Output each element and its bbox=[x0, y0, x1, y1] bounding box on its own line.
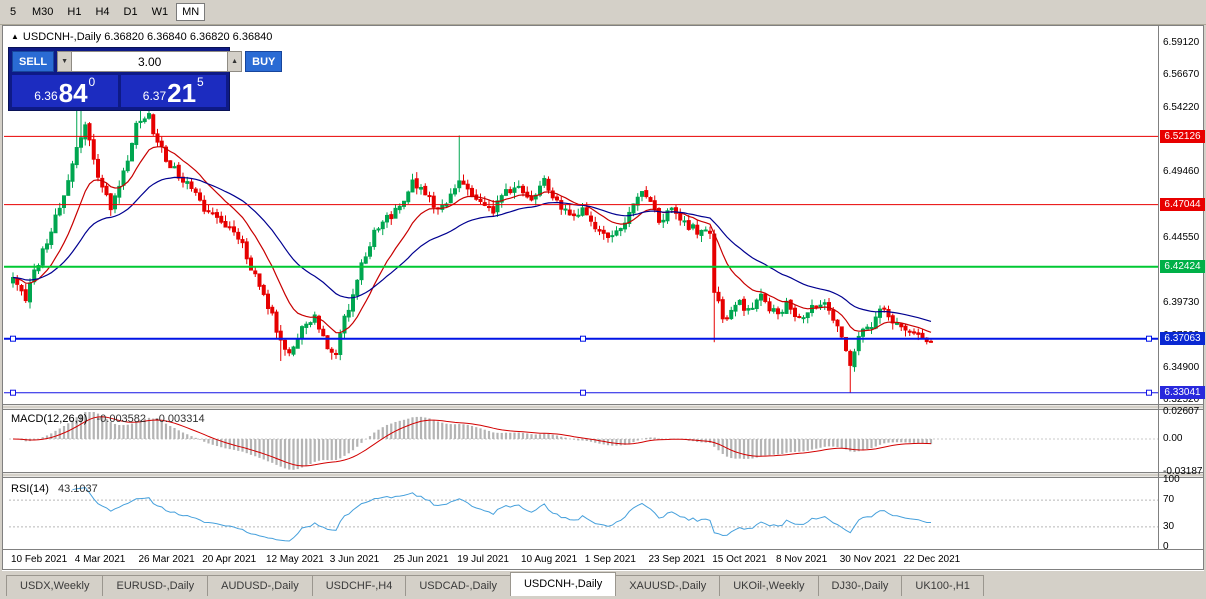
line-handle[interactable] bbox=[580, 335, 586, 342]
price-badge-6.33041: 6.33041 bbox=[1160, 386, 1205, 400]
price-axis-label: 6.44550 bbox=[1163, 232, 1200, 244]
date-label[interactable]: 20 Apr 2021 bbox=[202, 554, 257, 565]
ma-slow-line[interactable] bbox=[12, 176, 932, 322]
chart-tab-bar: USDX,Weekly EURUSD-,Daily AUDUSD-,Daily USD… bbox=[2, 570, 1204, 596]
timeframe-button-d1[interactable]: D1 bbox=[117, 3, 144, 21]
rsi-axis-label: 70 bbox=[1163, 494, 1175, 506]
buy-price-base: 6.37 bbox=[142, 89, 167, 103]
rsi-axis-label: 30 bbox=[1163, 520, 1175, 532]
buy-price-point: 5 bbox=[197, 75, 204, 89]
tab-xauusd-daily[interactable]: XAUUSD-,Daily bbox=[615, 575, 721, 596]
tab-usdchf-h4[interactable]: USDCHF-,H4 bbox=[311, 575, 407, 596]
chart-title-text: USDCNH-,Daily 6.36820 6.36840 6.36820 6.… bbox=[22, 31, 273, 43]
date-label[interactable]: 10 Feb 2021 bbox=[11, 554, 68, 565]
timeframe-button-m30[interactable]: M30 bbox=[26, 3, 60, 21]
date-label[interactable]: 12 May 2021 bbox=[266, 554, 324, 565]
timeframe-toolbar: 5 M30 H1 H4 D1 W1 MN bbox=[0, 0, 1206, 25]
line-handle[interactable] bbox=[10, 389, 16, 396]
volume-decrease-button[interactable]: ▼ bbox=[57, 51, 73, 72]
price-badge-6.37063: 6.37063 bbox=[1160, 332, 1205, 346]
tab-eurusd-daily[interactable]: EURUSD-,Daily bbox=[102, 575, 209, 596]
sell-price-base: 6.36 bbox=[34, 89, 58, 103]
line-handle[interactable] bbox=[10, 335, 16, 342]
price-axis-label: 6.34900 bbox=[1163, 361, 1200, 373]
rsi-label: RSI(14) bbox=[11, 483, 49, 495]
one-click-trade-panel: SELL ▼ ▲ BUY 6.36 84 0 6.37 21 5 bbox=[8, 47, 283, 111]
line-handle[interactable] bbox=[1146, 335, 1152, 342]
trade-panel-buttons-row: SELL ▼ ▲ BUY bbox=[12, 51, 283, 72]
collapse-arrow-icon[interactable]: ▲ bbox=[11, 32, 19, 41]
buy-price-pips: 21 bbox=[167, 78, 197, 108]
rsi-line bbox=[72, 486, 931, 542]
rsi-header: RSI(14) 43.1037 bbox=[11, 483, 98, 495]
ma-fast-line[interactable] bbox=[12, 146, 932, 334]
macd-axis-label: 0.02607 bbox=[1163, 406, 1200, 418]
macd-signal-line bbox=[12, 416, 932, 467]
price-badge-6.52126: 6.52126 bbox=[1160, 129, 1205, 143]
pane-separator-bar[interactable] bbox=[3, 473, 1203, 477]
trade-panel-prices-row: 6.36 84 0 6.37 21 5 bbox=[12, 75, 226, 107]
tab-dj30-daily[interactable]: DJ30-,Daily bbox=[817, 575, 903, 596]
date-label[interactable]: 10 Aug 2021 bbox=[521, 554, 578, 565]
rsi-value: 43.1037 bbox=[57, 483, 98, 495]
macd-axis-label: 0.00 bbox=[1163, 433, 1183, 444]
tab-audusd-daily[interactable]: AUDUSD-,Daily bbox=[207, 575, 313, 596]
date-label[interactable]: 4 Mar 2021 bbox=[74, 554, 126, 565]
pane-separator-bar[interactable] bbox=[3, 405, 1203, 409]
price-axis-label: 6.54220 bbox=[1163, 102, 1200, 114]
sell-price-display[interactable]: 6.36 84 0 bbox=[12, 75, 118, 107]
timeframe-button-5[interactable]: 5 bbox=[2, 3, 24, 21]
macd-header: MACD(12,26,9) -0.003582 -0.003314 bbox=[11, 413, 205, 425]
price-axis-label: 6.39730 bbox=[1163, 296, 1200, 308]
tab-ukoil-weekly[interactable]: UKOil-,Weekly bbox=[719, 575, 819, 596]
timeframe-button-w1[interactable]: W1 bbox=[145, 3, 175, 21]
price-axis-label: 6.56670 bbox=[1163, 69, 1200, 81]
sell-button[interactable]: SELL bbox=[12, 51, 55, 72]
macd-value-main: -0.003582 bbox=[96, 413, 147, 425]
macd-value-signal: -0.003314 bbox=[155, 413, 205, 425]
tab-uk100-h1[interactable]: UK100-,H1 bbox=[901, 575, 984, 596]
date-label[interactable]: 30 Nov 2021 bbox=[839, 554, 897, 565]
volume-input[interactable] bbox=[72, 51, 228, 72]
date-label[interactable]: 8 Nov 2021 bbox=[776, 554, 828, 565]
volume-increase-button[interactable]: ▲ bbox=[227, 51, 243, 72]
buy-button[interactable]: BUY bbox=[245, 51, 283, 72]
timeframe-button-h4[interactable]: H4 bbox=[89, 3, 116, 21]
sell-price-point: 0 bbox=[88, 75, 96, 89]
date-label[interactable]: 15 Oct 2021 bbox=[712, 554, 767, 565]
rsi-axis-label: 0 bbox=[1163, 541, 1169, 552]
timeframe-button-mn[interactable]: MN bbox=[176, 3, 206, 21]
macd-axis-label: -0.03187 bbox=[1163, 465, 1203, 477]
chart-canvas[interactable] bbox=[3, 26, 1203, 569]
tab-usdcad-daily[interactable]: USDCAD-,Daily bbox=[405, 575, 511, 596]
tab-usdx-weekly[interactable]: USDX,Weekly bbox=[6, 575, 104, 596]
buy-price-display[interactable]: 6.37 21 5 bbox=[120, 75, 226, 108]
price-axis-label: 6.49460 bbox=[1163, 166, 1200, 178]
timeframe-button-h1[interactable]: H1 bbox=[61, 3, 88, 21]
macd-histogram bbox=[16, 412, 933, 470]
date-label[interactable]: 25 Jun 2021 bbox=[393, 554, 449, 565]
chart-window: ▲ USDCNH-,Daily 6.36820 6.36840 6.36820 6… bbox=[2, 25, 1205, 570]
date-label[interactable]: 19 Jul 2021 bbox=[457, 554, 509, 565]
price-badge-6.42424: 6.42424 bbox=[1160, 260, 1205, 274]
date-label[interactable]: 22 Dec 2021 bbox=[903, 554, 961, 565]
chart-title: ▲ USDCNH-,Daily 6.36820 6.36840 6.36820 6… bbox=[11, 31, 272, 43]
sell-price-pips: 84 bbox=[58, 78, 88, 108]
rsi-axis-label: 100 bbox=[1163, 474, 1180, 485]
date-label[interactable]: 3 Jun 2021 bbox=[329, 554, 380, 565]
volume-spinner: ▼ ▲ bbox=[57, 51, 243, 72]
price-badge-6.47044: 6.47044 bbox=[1160, 198, 1205, 212]
line-handle[interactable] bbox=[580, 389, 586, 396]
date-label[interactable]: 26 Mar 2021 bbox=[138, 554, 195, 565]
date-label[interactable]: 23 Sep 2021 bbox=[648, 554, 706, 565]
tab-usdcnh-daily[interactable]: USDCNH-,Daily bbox=[509, 572, 617, 596]
chart-background bbox=[3, 26, 1203, 569]
macd-label: MACD(12,26,9) bbox=[11, 413, 88, 425]
date-label[interactable]: 1 Sep 2021 bbox=[584, 554, 636, 565]
line-handle[interactable] bbox=[1146, 389, 1152, 396]
price-axis-label: 6.59120 bbox=[1163, 36, 1200, 48]
